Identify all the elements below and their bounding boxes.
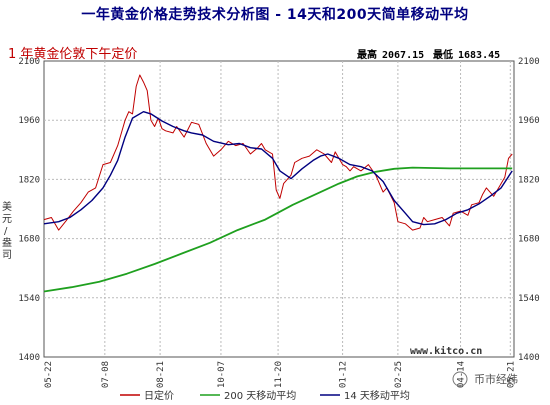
x-tick-label: 05-22 bbox=[44, 361, 54, 388]
legend-label-price: 日定价 bbox=[144, 389, 174, 402]
y-tick-label-left: 1540 bbox=[18, 294, 40, 304]
x-tick-label: 01-12 bbox=[339, 361, 349, 388]
watermark: www.kitco.cn bbox=[410, 345, 482, 357]
stat-high-label: 最高 bbox=[357, 48, 377, 61]
legend-label-ma200: 200 天移动平均 bbox=[224, 389, 296, 402]
x-tick-label: 02-25 bbox=[394, 361, 404, 388]
grid bbox=[44, 61, 514, 357]
y-tick-label-left: 1400 bbox=[18, 353, 40, 363]
ylabel-char-4: 盎 bbox=[2, 236, 12, 249]
y-tick-label-right: 1540 bbox=[518, 294, 540, 304]
series-line-ma200 bbox=[43, 166, 513, 293]
x-tick-label: 04-14 bbox=[457, 361, 467, 388]
y-tick-label-left: 2100 bbox=[18, 57, 40, 67]
series-line-daily-price bbox=[43, 74, 513, 231]
y-tick-label-right: 1680 bbox=[518, 235, 540, 245]
y-tick-label-left: 1960 bbox=[18, 116, 40, 126]
series-lines bbox=[43, 74, 513, 293]
ylabel-char-1: 美 bbox=[2, 200, 12, 213]
y-tick-label-right: 1400 bbox=[518, 353, 540, 363]
x-tick-label: 07-08 bbox=[101, 361, 111, 388]
y-axis-label: 美 元 / 盎 司 bbox=[2, 200, 12, 261]
y-tick-label-left: 1820 bbox=[18, 175, 40, 185]
ylabel-char-3: / bbox=[4, 226, 8, 237]
y-tick-label-right: 1960 bbox=[518, 116, 540, 126]
ylabel-char-2: 元 bbox=[2, 214, 12, 225]
x-tick-label: 05-21 bbox=[506, 361, 516, 388]
tick-labels: 1400 1400 1540 1540 1680 1680 1820 1820 1960 1960… bbox=[18, 57, 539, 388]
y-tick-label-right: 2100 bbox=[518, 57, 540, 67]
x-tick-label: 10-07 bbox=[217, 361, 227, 388]
legend-label-ma14: 14 天移动平均 bbox=[344, 389, 410, 402]
logo: 币市经纬 bbox=[452, 371, 518, 387]
stat-low-label: 最低 bbox=[433, 48, 453, 61]
subtitle: 1 年黄金伦敦下午定价 bbox=[8, 46, 137, 62]
series-line-ma14 bbox=[43, 111, 513, 226]
x-tick-label: 11-20 bbox=[274, 361, 284, 388]
y-tick-label-right: 1820 bbox=[518, 175, 540, 185]
stat-low-value: 1683.45 bbox=[458, 50, 500, 61]
plot-frame bbox=[43, 60, 515, 358]
ylabel-char-5: 司 bbox=[2, 250, 12, 261]
stat-high-value: 2067.15 bbox=[382, 50, 424, 61]
logo-text: 币市经纬 bbox=[474, 372, 518, 386]
y-tick-label-left: 1680 bbox=[18, 235, 40, 245]
legend: 日定价 200 天移动平均 14 天移动平均 bbox=[120, 389, 410, 402]
x-tick-label: 08-21 bbox=[156, 361, 166, 388]
logo-icon bbox=[452, 371, 468, 387]
chart-title: 一年黄金价格走势技术分析图 - 14天和200天简单移动平均 bbox=[81, 7, 469, 23]
